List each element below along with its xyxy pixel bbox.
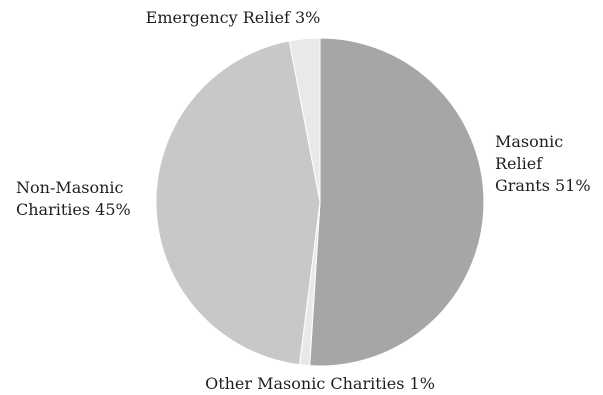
pie-slice-3 bbox=[288, 37, 321, 203]
slice-label-line: Relief bbox=[495, 154, 543, 173]
slice-label-line: Emergency Relief 3% bbox=[146, 8, 321, 27]
slice-label-0: Masonic Relief Grants 51% bbox=[495, 132, 591, 195]
slice-label-line: Non-Masonic bbox=[16, 178, 124, 197]
pie-labels: Masonic Relief Grants 51% Other Masonic Cha… bbox=[16, 8, 591, 393]
slice-label-line: Grants 51% bbox=[495, 176, 591, 195]
slice-label-line: Charities 45% bbox=[16, 200, 131, 219]
slice-label-3: Emergency Relief 3% bbox=[146, 8, 321, 27]
slice-label-line: Masonic bbox=[495, 132, 563, 151]
pie-slice-0 bbox=[309, 37, 485, 367]
slice-label-1: Other Masonic Charities 1% bbox=[205, 374, 435, 393]
pie-slices bbox=[155, 37, 485, 367]
slice-label-2: Non-Masonic Charities 45% bbox=[16, 178, 131, 219]
pie-slice-2 bbox=[155, 40, 321, 366]
slice-label-line: Other Masonic Charities 1% bbox=[205, 374, 435, 393]
